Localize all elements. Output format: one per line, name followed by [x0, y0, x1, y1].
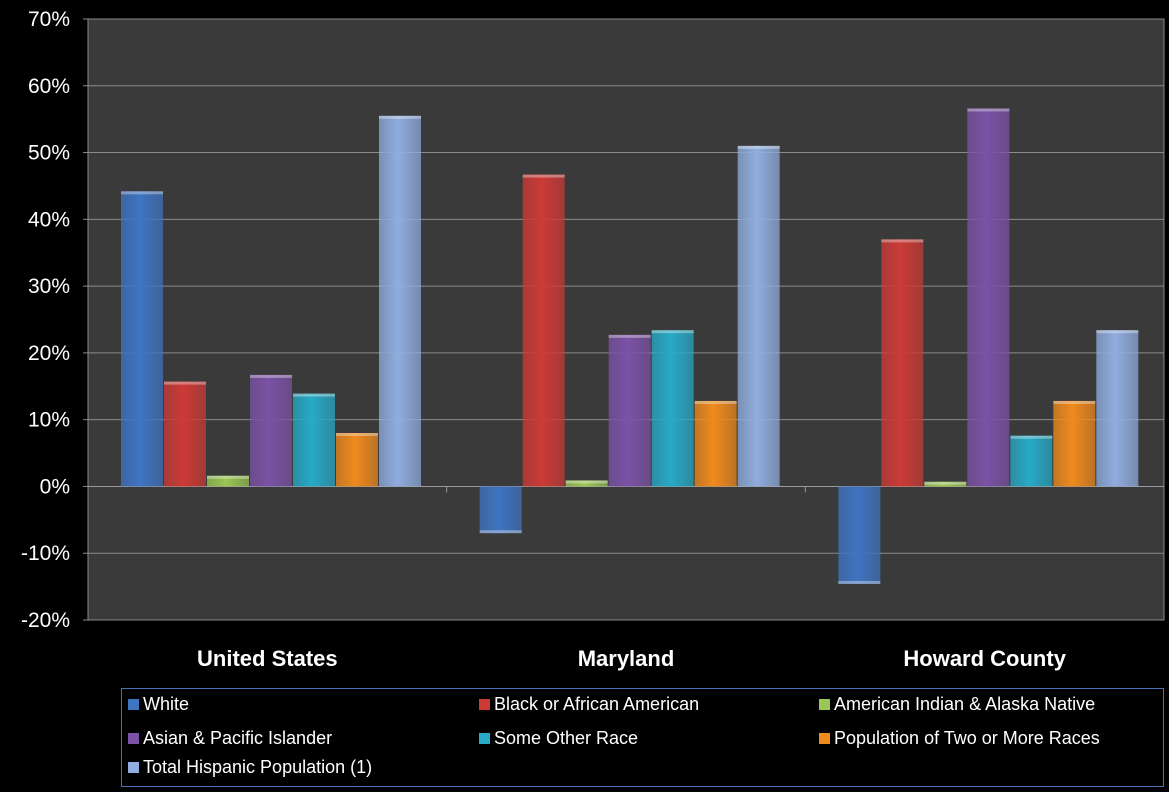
bar-highlight — [565, 480, 608, 484]
bar — [522, 174, 565, 487]
y-tick-label: 40% — [28, 208, 70, 231]
bar-highlight — [379, 115, 421, 119]
bar — [1096, 330, 1139, 487]
legend-label: Some Other Race — [494, 728, 639, 748]
bar-highlight — [967, 108, 1010, 112]
legend-label: Total Hispanic Population (1) — [143, 757, 373, 777]
bar-highlight — [924, 481, 967, 485]
bar-highlight — [1096, 330, 1139, 334]
legend: White Black or African American American I… — [121, 688, 1164, 787]
y-tick-label: 30% — [28, 275, 70, 298]
bar-highlight — [1053, 400, 1096, 404]
legend-item: Black or African American — [479, 694, 699, 715]
bar — [737, 145, 780, 487]
y-tick-label: -20% — [21, 609, 70, 632]
legend-label: Population of Two or More Races — [834, 728, 1100, 748]
bar-highlight — [207, 475, 249, 479]
bar-highlight — [164, 381, 206, 385]
bar — [967, 108, 1010, 487]
legend-item: Population of Two or More Races — [819, 728, 1100, 749]
bar-highlight — [522, 174, 565, 178]
bar — [479, 486, 522, 534]
legend-swatch — [128, 762, 139, 773]
bar — [250, 374, 292, 487]
bar-highlight — [121, 191, 163, 195]
bar-chart: -20% -10% 0% 10% 20% 30% 40% 50% 60% 70% United S… — [21, 8, 1165, 671]
legend-item: Some Other Race — [479, 728, 638, 749]
bar-highlight — [838, 580, 881, 584]
y-axis-tick-labels: -20% -10% 0% 10% 20% 30% 40% 50% 60% 70% — [21, 8, 70, 632]
y-tick-label: 70% — [28, 8, 70, 31]
y-tick-label: 0% — [40, 475, 70, 498]
bar-highlight — [479, 530, 522, 534]
bar — [379, 115, 421, 487]
bar-highlight — [608, 334, 651, 338]
legend-label: American Indian & Alaska Native — [834, 694, 1096, 714]
legend-item: American Indian & Alaska Native — [819, 694, 1095, 715]
bar — [336, 433, 378, 487]
legend-swatch — [819, 699, 830, 710]
bar — [207, 475, 249, 487]
bar — [694, 400, 737, 487]
bar — [293, 393, 335, 487]
bar — [1053, 400, 1096, 487]
bar-highlight — [694, 400, 737, 404]
y-tick-label: 20% — [28, 342, 70, 365]
legend-swatch — [479, 699, 490, 710]
bar — [565, 480, 608, 487]
bar-highlight — [1010, 435, 1053, 439]
bar — [121, 191, 163, 487]
bar-highlight — [250, 374, 292, 378]
legend-swatch — [479, 733, 490, 744]
x-category-label: Maryland — [578, 646, 675, 671]
y-tick-label: 10% — [28, 409, 70, 432]
bar — [608, 334, 651, 487]
legend-swatch — [128, 733, 139, 744]
bar — [164, 381, 206, 487]
legend-swatch — [128, 699, 139, 710]
bar-highlight — [651, 330, 694, 334]
legend-label: Black or African American — [494, 694, 700, 714]
x-category-label: United States — [197, 646, 338, 671]
legend-label: Asian & Pacific Islander — [143, 728, 333, 748]
bars — [121, 108, 1139, 584]
bar-highlight — [881, 239, 924, 243]
x-axis-category-labels: United States Maryland Howard County — [197, 646, 1067, 671]
bar — [838, 486, 881, 584]
bar — [881, 239, 924, 487]
bar — [924, 481, 967, 487]
x-category-label: Howard County — [903, 646, 1066, 671]
bar — [651, 330, 694, 487]
bar-highlight — [293, 393, 335, 397]
y-tick-label: 60% — [28, 75, 70, 98]
legend-item: White — [128, 694, 189, 715]
legend-swatch — [819, 733, 830, 744]
legend-label: White — [143, 694, 190, 714]
legend-item: Total Hispanic Population (1) — [128, 757, 372, 778]
y-tick-label: -10% — [21, 542, 70, 565]
bar-highlight — [737, 145, 780, 149]
y-tick-label: 50% — [28, 142, 70, 165]
bar-highlight — [336, 433, 378, 437]
legend-item: Asian & Pacific Islander — [128, 728, 332, 749]
bar — [1010, 435, 1053, 487]
